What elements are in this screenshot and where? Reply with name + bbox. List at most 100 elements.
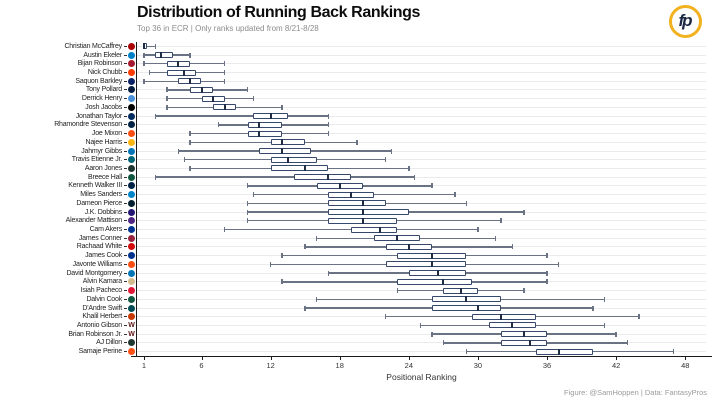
- median-line: [258, 130, 261, 137]
- y-label-row: Najee Harris: [0, 138, 137, 147]
- x-tick-mark: [477, 357, 479, 360]
- y-label-row: James Cook: [0, 251, 137, 260]
- y-tick-mark: [124, 176, 127, 178]
- whisker-cap: [218, 122, 220, 128]
- fantasypros-logo-icon: fp: [669, 5, 702, 38]
- whisker-cap: [246, 87, 249, 93]
- whisker-cap: [523, 288, 525, 294]
- whisker-cap: [673, 349, 675, 355]
- whisker-cap: [327, 131, 329, 137]
- team-logo-icon: [128, 138, 135, 146]
- whisker-cap: [154, 43, 157, 49]
- median-line: [177, 60, 180, 67]
- iqr-box: [270, 156, 317, 163]
- whisker-cap: [223, 227, 226, 233]
- team-logo-icon: [128, 173, 135, 181]
- x-tick-mark: [339, 357, 341, 360]
- y-label-row: Travis Etienne Jr.: [0, 155, 137, 164]
- x-tick-mark: [270, 357, 272, 360]
- player-name: Christian McCaffrey: [64, 42, 122, 50]
- y-label-row: Christian McCaffrey: [0, 42, 137, 51]
- x-tick-label: 42: [611, 361, 621, 370]
- y-tick-mark: [124, 333, 127, 335]
- team-logo-icon: [128, 269, 135, 277]
- y-tick-mark: [124, 281, 127, 283]
- x-tick-label: 6: [199, 361, 204, 370]
- player-name: Javonte Williams: [72, 260, 123, 268]
- y-label-row: Antonio Gibson W: [0, 321, 137, 330]
- iqr-box: [247, 130, 283, 137]
- y-tick-mark: [124, 290, 127, 292]
- whisker-cap: [189, 139, 191, 145]
- fantasypros-logo-text: fp: [678, 10, 692, 30]
- y-label-row: Joe Mixon: [0, 129, 137, 138]
- y-tick-mark: [124, 106, 127, 108]
- whisker-cap: [454, 192, 456, 198]
- median-line: [379, 226, 382, 233]
- y-tick-mark: [124, 167, 127, 169]
- player-name: Samaje Perine: [78, 348, 123, 356]
- player-name: Alexander Mattison: [65, 217, 123, 225]
- y-tick-mark: [124, 229, 127, 231]
- gridline: [137, 72, 706, 74]
- whisker-cap: [465, 349, 468, 355]
- whisker-cap: [626, 340, 629, 346]
- y-label-row: Khalil Herbert: [0, 312, 137, 321]
- whisker-cap: [500, 218, 502, 224]
- player-name: Travis Etienne Jr.: [71, 156, 122, 164]
- whisker-cap: [385, 157, 387, 163]
- team-logo-icon: [128, 217, 135, 225]
- y-label-row: Dalvin Cook: [0, 295, 137, 304]
- whisker-cap: [465, 200, 468, 206]
- median-line: [281, 139, 284, 146]
- whisker-cap: [638, 314, 640, 320]
- whisker-line: [143, 45, 156, 48]
- y-label-row: Miles Sanders: [0, 190, 137, 199]
- team-logo-icon: [128, 51, 135, 59]
- credit-text: Figure: @SamHoppen | Data: FantasyPros: [564, 388, 707, 397]
- y-tick-mark: [124, 263, 127, 265]
- iqr-box: [500, 339, 548, 346]
- whisker-cap: [143, 52, 145, 58]
- gridline: [137, 351, 706, 353]
- y-axis-spine: [136, 42, 138, 357]
- team-logo-icon: [128, 130, 135, 138]
- y-tick-mark: [124, 185, 127, 187]
- whisker-cap: [281, 104, 283, 110]
- team-logo-icon: [128, 260, 135, 268]
- player-name: Brian Robinson Jr.: [68, 330, 122, 338]
- median-line: [258, 121, 261, 128]
- plot-area: [137, 42, 706, 356]
- y-tick-mark: [124, 72, 127, 74]
- y-tick-mark: [124, 324, 127, 326]
- y-tick-mark: [124, 115, 127, 117]
- y-tick-mark: [124, 159, 127, 161]
- iqr-box: [431, 305, 501, 312]
- gridline: [137, 98, 706, 100]
- whisker-cap: [223, 70, 226, 76]
- player-name: Jahmyr Gibbs: [81, 147, 122, 155]
- x-tick-label: 36: [542, 361, 552, 370]
- whisker-cap: [327, 122, 329, 128]
- gridline: [137, 167, 706, 169]
- whisker-cap: [523, 209, 525, 215]
- whisker-cap: [143, 78, 145, 84]
- iqr-box: [270, 139, 306, 146]
- x-tick-mark: [408, 357, 410, 360]
- y-axis-labels: Christian McCaffrey Austin Ekeler Bijan Ro…: [0, 42, 137, 356]
- whisker-cap: [246, 183, 249, 189]
- team-logo-icon: [128, 243, 135, 251]
- y-label-row: Saquon Barkley: [0, 77, 137, 86]
- median-line: [436, 270, 439, 277]
- y-tick-mark: [124, 237, 127, 239]
- median-line: [476, 305, 479, 312]
- y-tick-mark: [124, 202, 127, 204]
- player-name: Bijan Robinson: [77, 60, 122, 68]
- iqr-box: [328, 200, 386, 207]
- whisker-cap: [390, 148, 393, 154]
- y-tick-mark: [124, 89, 127, 91]
- y-label-row: AJ Dillon: [0, 339, 137, 348]
- y-tick-mark: [124, 150, 127, 152]
- player-name: Kenneth Walker III: [68, 182, 122, 190]
- gridline: [137, 133, 706, 135]
